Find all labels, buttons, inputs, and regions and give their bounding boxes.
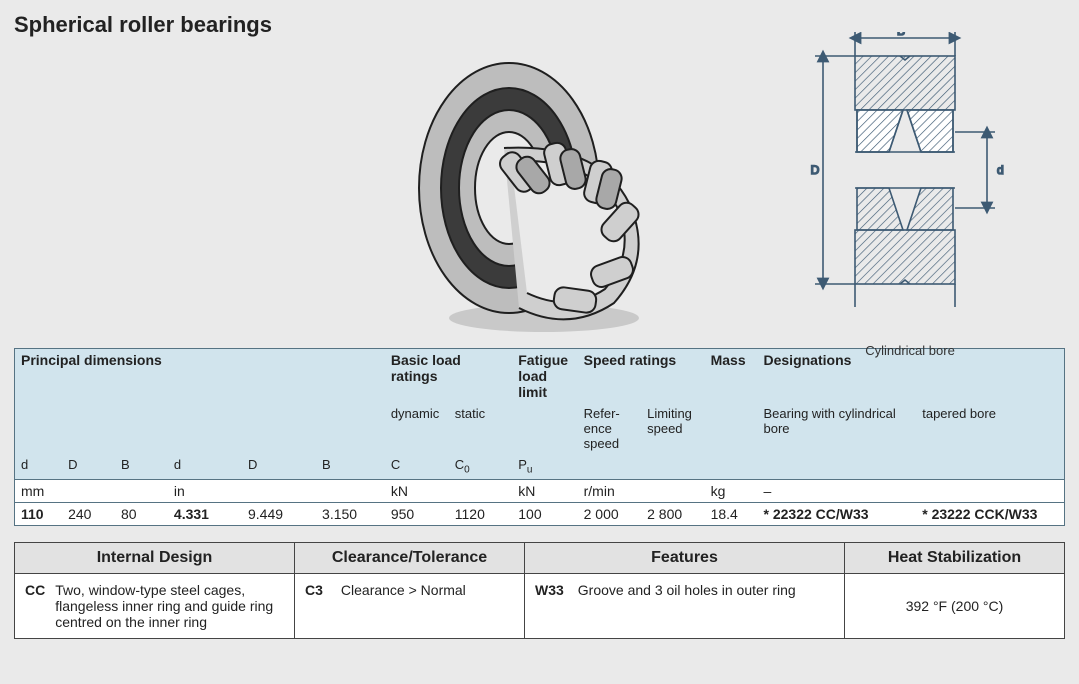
val-C0: 1120 <box>449 502 512 525</box>
val-desig-cyl: * 22322 CC/W33 <box>758 502 917 525</box>
hdr-refspeed: Refer-ence speed <box>578 403 641 454</box>
schematic-caption: Cylindrical bore <box>785 343 1035 358</box>
hdr-speed: Speed ratings <box>578 349 705 404</box>
val-D-in: 9.449 <box>242 502 316 525</box>
hdr-dynamic: dynamic <box>385 403 449 454</box>
dimensions-table: Principal dimensions Basic load ratings … <box>14 348 1065 526</box>
hdr-static: static <box>449 403 512 454</box>
val-d-mm: 110 <box>15 502 63 525</box>
col-B-in: B <box>316 454 385 479</box>
feat-h-heat: Heat Stabilization <box>845 542 1065 573</box>
unit-kN: kN <box>385 479 512 502</box>
data-row: 110 240 80 4.331 9.449 3.150 950 1120 10… <box>15 502 1065 525</box>
val-desig-tap: * 23222 CCK/W33 <box>916 502 1064 525</box>
unit-dash: – <box>758 479 1065 502</box>
unit-kg: kg <box>705 479 758 502</box>
hdr-bearing-cyl: Bearing with cylindrical bore <box>758 403 917 454</box>
col-Pu: Pu <box>512 454 577 479</box>
hdr-tapered: tapered bore <box>916 403 1064 454</box>
val-B-in: 3.150 <box>316 502 385 525</box>
unit-rmin: r/min <box>578 479 705 502</box>
hdr-principal: Principal dimensions <box>15 349 385 404</box>
bearing-illustration <box>414 38 674 343</box>
c3-code: C3 <box>305 582 323 598</box>
hero-area: B <box>14 38 1065 348</box>
val-C: 950 <box>385 502 449 525</box>
col-C0: C0 <box>449 454 512 479</box>
w33-code: W33 <box>535 582 564 598</box>
val-mass: 18.4 <box>705 502 758 525</box>
feat-clearance-cell: C3 Clearance > Normal <box>295 573 525 638</box>
hdr-basicload: Basic load ratings <box>385 349 512 404</box>
feat-h-internal: Internal Design <box>15 542 295 573</box>
col-d-in: d <box>168 454 242 479</box>
hdr-mass: Mass <box>705 349 758 404</box>
feat-h-clearance: Clearance/Tolerance <box>295 542 525 573</box>
hdr-limspeed: Limiting speed <box>641 403 704 454</box>
features-table: Internal Design Clearance/Tolerance Feat… <box>14 542 1065 639</box>
feat-h-features: Features <box>525 542 845 573</box>
col-D-mm: D <box>62 454 115 479</box>
svg-text:D: D <box>811 163 820 177</box>
hdr-fatigue: Fatigue load limit <box>512 349 577 404</box>
val-Pu: 100 <box>512 502 577 525</box>
cc-code: CC <box>25 582 45 630</box>
col-d-mm: d <box>15 454 63 479</box>
feat-features-cell: W33 Groove and 3 oil holes in outer ring <box>525 573 845 638</box>
feat-heat-cell: 392 °F (200 °C) <box>845 573 1065 638</box>
c3-text: Clearance > Normal <box>341 582 466 598</box>
val-limspeed: 2 800 <box>641 502 704 525</box>
col-C: C <box>385 454 449 479</box>
val-d-in: 4.331 <box>168 502 242 525</box>
unit-kN2: kN <box>512 479 577 502</box>
unit-mm: mm <box>15 479 168 502</box>
val-refspeed: 2 000 <box>578 502 641 525</box>
val-D-mm: 240 <box>62 502 115 525</box>
feat-internal-cell: CC Two, window-type steel cages, flangel… <box>15 573 295 638</box>
svg-text:d: d <box>997 163 1004 177</box>
cc-text: Two, window-type steel cages, flangeless… <box>55 582 284 630</box>
schematic-drawing: B <box>785 32 1035 358</box>
unit-in: in <box>168 479 385 502</box>
w33-text: Groove and 3 oil holes in outer ring <box>578 582 796 598</box>
val-B-mm: 80 <box>115 502 168 525</box>
svg-text:B: B <box>897 32 905 38</box>
col-B-mm: B <box>115 454 168 479</box>
col-D-in: D <box>242 454 316 479</box>
